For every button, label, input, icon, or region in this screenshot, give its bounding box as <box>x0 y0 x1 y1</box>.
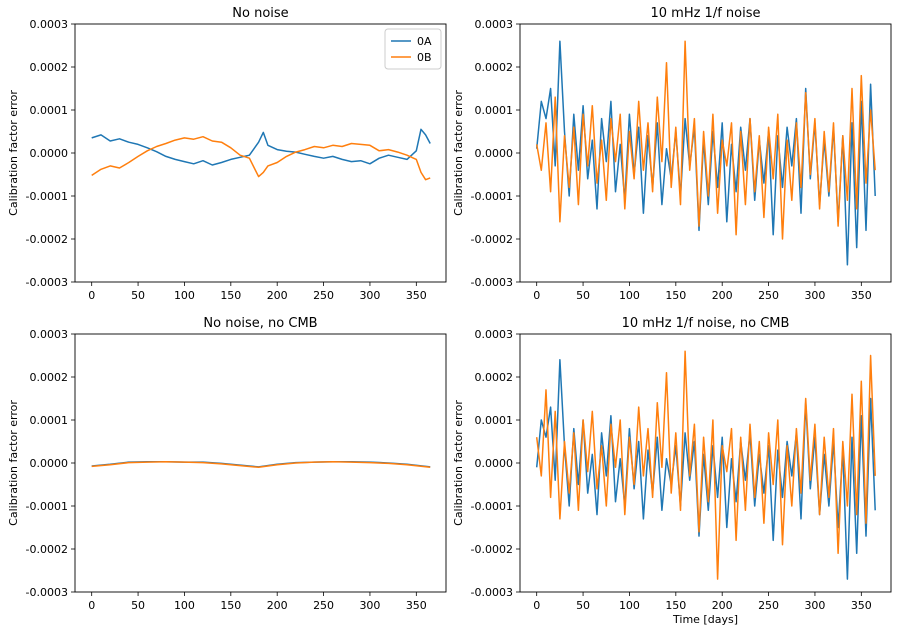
chart-title: No noise, no CMB <box>203 316 317 331</box>
y-tick-label: 0.0001 <box>475 414 514 427</box>
y-tick-label: 0.0002 <box>475 61 514 74</box>
legend-box <box>384 28 442 70</box>
series-line-0A <box>91 128 431 166</box>
chart-panel-1: No noise -0.0003 -0.0002 -0.0001 0.0000 0.000… <box>7 6 447 302</box>
series-line-0A <box>535 40 876 266</box>
axes-frame <box>74 333 447 593</box>
y-tick-label: -0.0003 <box>471 586 513 599</box>
x-tick-label: 200 <box>712 599 733 612</box>
y-axis-label: Calibration factor error <box>452 90 465 216</box>
x-tick-label: 350 <box>406 599 427 612</box>
x-tick-label: 150 <box>665 599 686 612</box>
x-tick-label: 100 <box>174 289 195 302</box>
x-tick-label: 200 <box>267 599 288 612</box>
y-tick-label: 0.0003 <box>475 18 514 31</box>
y-tick-label: -0.0002 <box>26 233 68 246</box>
x-tick-label: 250 <box>313 289 334 302</box>
series-line-0B <box>91 460 431 469</box>
x-tick-label: 200 <box>712 289 733 302</box>
y-tick-label: -0.0002 <box>471 543 513 556</box>
series-line-0B <box>535 350 876 580</box>
y-tick-label: -0.0002 <box>26 543 68 556</box>
x-tick-label: 50 <box>131 599 145 612</box>
x-tick-label: 300 <box>804 289 825 302</box>
x-tick-label: 150 <box>665 289 686 302</box>
y-tick-label: 0.0001 <box>30 104 69 117</box>
x-tick-label: 0 <box>88 289 95 302</box>
x-tick-label: 250 <box>758 599 779 612</box>
x-tick-label: 300 <box>804 599 825 612</box>
x-tick-label: 250 <box>758 289 779 302</box>
y-tick-label: -0.0001 <box>471 500 513 513</box>
x-tick-label: 350 <box>851 599 872 612</box>
axes-frame <box>519 333 892 593</box>
x-tick-label: 100 <box>174 599 195 612</box>
y-tick-label: 0.0003 <box>30 18 69 31</box>
legend-label-0A: 0A <box>417 35 432 48</box>
x-tick-label: 0 <box>533 599 540 612</box>
x-tick-label: 250 <box>313 599 334 612</box>
y-tick-label: -0.0003 <box>26 276 68 289</box>
y-tick-label: 0.0000 <box>30 457 69 470</box>
x-axis-label: Time [days] <box>672 613 738 626</box>
chart-panel-4: 10 mHz 1/f noise, no CMB -0.0003 -0.0002 -0… <box>452 316 892 626</box>
y-tick-label: 0.0002 <box>475 371 514 384</box>
x-tick-label: 150 <box>220 599 241 612</box>
x-tick-label: 300 <box>359 599 380 612</box>
x-tick-label: 200 <box>267 289 288 302</box>
axes-frame <box>74 23 447 283</box>
axes-frame <box>519 23 892 283</box>
x-tick-label: 0 <box>533 289 540 302</box>
x-tick-label: 300 <box>359 289 380 302</box>
x-tick-label: 50 <box>576 599 590 612</box>
y-tick-label: -0.0003 <box>26 586 68 599</box>
y-axis-label: Calibration factor error <box>7 90 20 216</box>
y-tick-label: 0.0000 <box>475 457 514 470</box>
y-tick-label: 0.0002 <box>30 61 69 74</box>
series-line-0B <box>535 40 876 240</box>
x-tick-label: 0 <box>88 599 95 612</box>
x-tick-label: 350 <box>406 289 427 302</box>
y-tick-label: 0.0000 <box>30 147 69 160</box>
x-tick-label: 350 <box>851 289 872 302</box>
chart-title: 10 mHz 1/f noise <box>650 6 760 21</box>
x-tick-label: 100 <box>619 599 640 612</box>
y-tick-label: 0.0002 <box>30 371 69 384</box>
y-tick-label: -0.0001 <box>26 500 68 513</box>
y-tick-label: -0.0001 <box>471 190 513 203</box>
y-tick-label: 0.0003 <box>475 328 514 341</box>
y-tick-label: -0.0003 <box>471 276 513 289</box>
y-tick-label: 0.0001 <box>475 104 514 117</box>
x-tick-label: 150 <box>220 289 241 302</box>
series-line-0B <box>91 135 431 181</box>
y-axis-label: Calibration factor error <box>452 400 465 526</box>
legend-label-0B: 0B <box>417 51 432 64</box>
chart-panel-2: 10 mHz 1/f noise -0.0003 -0.0002 -0.0001 0.0… <box>452 6 892 302</box>
y-tick-label: 0.0003 <box>30 328 69 341</box>
y-tick-label: 0.0001 <box>30 414 69 427</box>
chart-title: 10 mHz 1/f noise, no CMB <box>622 316 790 331</box>
y-tick-label: 0.0000 <box>475 147 514 160</box>
chart-title: No noise <box>232 6 288 21</box>
x-tick-label: 50 <box>576 289 590 302</box>
y-axis-label: Calibration factor error <box>7 400 20 526</box>
x-tick-label: 50 <box>131 289 145 302</box>
y-tick-label: -0.0001 <box>26 190 68 203</box>
x-tick-label: 100 <box>619 289 640 302</box>
y-tick-label: -0.0002 <box>471 233 513 246</box>
chart-panel-3: No noise, no CMB -0.0003 -0.0002 -0.0001 0.0… <box>7 316 447 612</box>
